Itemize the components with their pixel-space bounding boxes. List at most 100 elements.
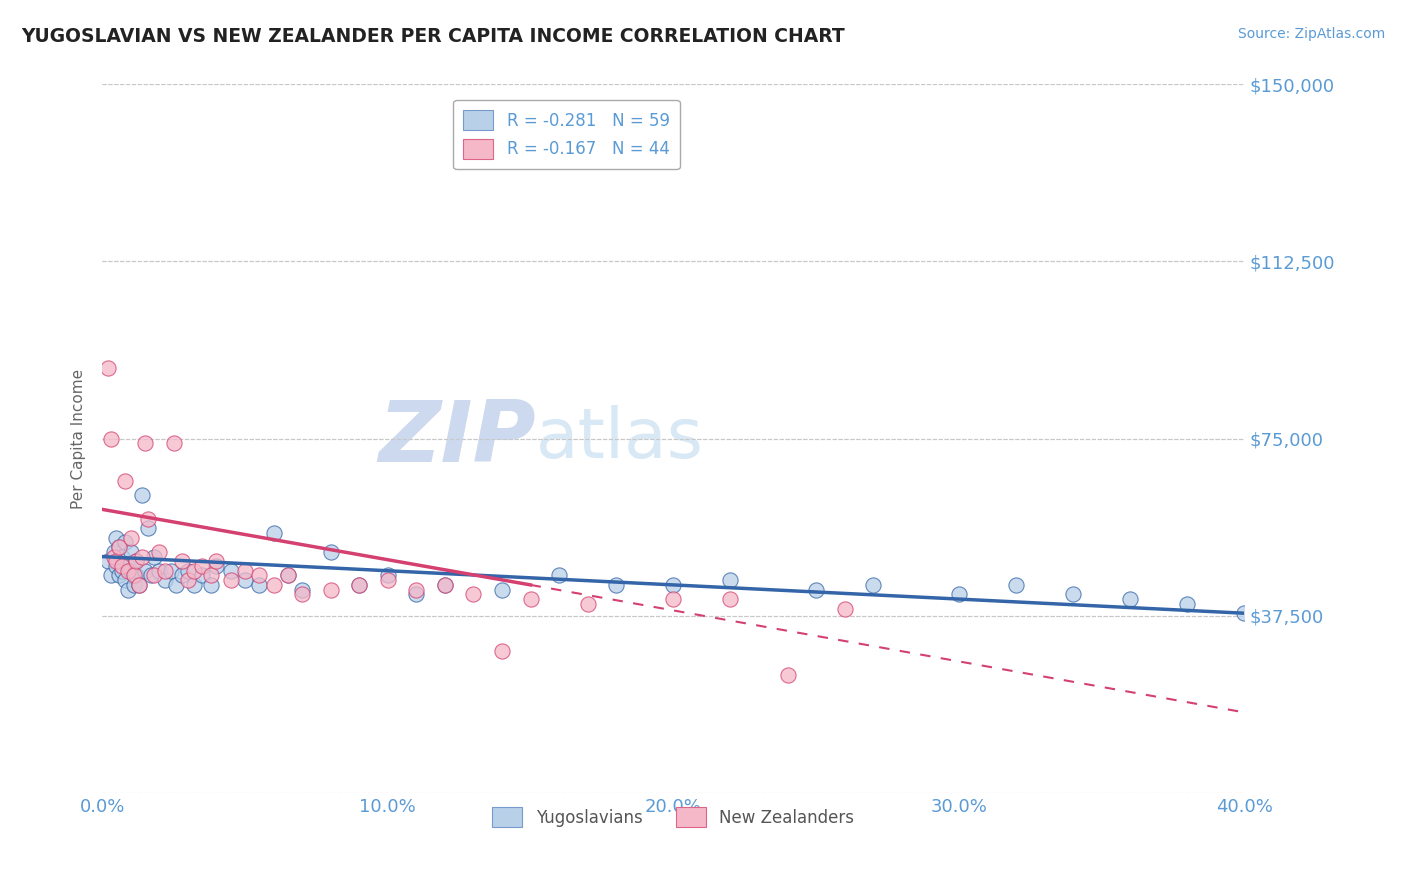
- Text: YUGOSLAVIAN VS NEW ZEALANDER PER CAPITA INCOME CORRELATION CHART: YUGOSLAVIAN VS NEW ZEALANDER PER CAPITA …: [21, 27, 845, 45]
- Point: [205, 559, 228, 574]
- Point: [433, 578, 456, 592]
- Point: [377, 568, 399, 582]
- Point: [718, 592, 741, 607]
- Point: [277, 568, 299, 582]
- Point: [948, 587, 970, 601]
- Point: [277, 568, 299, 582]
- Point: [114, 573, 136, 587]
- Point: [97, 554, 120, 568]
- Legend: Yugoslavians, New Zealanders: Yugoslavians, New Zealanders: [485, 800, 860, 834]
- Point: [834, 601, 856, 615]
- Point: [148, 545, 170, 559]
- Point: [117, 582, 139, 597]
- Point: [122, 568, 145, 582]
- Point: [433, 578, 456, 592]
- Point: [804, 582, 827, 597]
- Point: [114, 474, 136, 488]
- Point: [114, 535, 136, 549]
- Point: [233, 573, 256, 587]
- Point: [177, 564, 200, 578]
- Point: [377, 573, 399, 587]
- Point: [233, 564, 256, 578]
- Point: [776, 667, 799, 681]
- Point: [139, 568, 162, 582]
- Point: [205, 554, 228, 568]
- Point: [519, 592, 541, 607]
- Point: [347, 578, 370, 592]
- Point: [605, 578, 627, 592]
- Point: [347, 578, 370, 592]
- Point: [117, 564, 139, 578]
- Point: [134, 564, 156, 578]
- Point: [153, 564, 176, 578]
- Point: [405, 582, 427, 597]
- Point: [463, 587, 485, 601]
- Point: [134, 436, 156, 450]
- Point: [125, 554, 148, 568]
- Point: [183, 564, 205, 578]
- Point: [131, 488, 153, 502]
- Point: [97, 360, 120, 375]
- Point: [108, 540, 131, 554]
- Point: [662, 578, 685, 592]
- Point: [1005, 578, 1028, 592]
- Text: atlas: atlas: [536, 405, 704, 472]
- Point: [117, 559, 139, 574]
- Point: [105, 531, 128, 545]
- Text: Source: ZipAtlas.com: Source: ZipAtlas.com: [1237, 27, 1385, 41]
- Point: [247, 568, 270, 582]
- Point: [1175, 597, 1198, 611]
- Point: [136, 521, 159, 535]
- Point: [718, 573, 741, 587]
- Point: [159, 564, 181, 578]
- Point: [105, 554, 128, 568]
- Point: [120, 564, 142, 578]
- Point: [1119, 592, 1142, 607]
- Point: [125, 568, 148, 582]
- Point: [120, 545, 142, 559]
- Point: [108, 540, 131, 554]
- Point: [219, 573, 242, 587]
- Point: [100, 432, 122, 446]
- Point: [111, 549, 134, 564]
- Point: [291, 582, 314, 597]
- Point: [111, 559, 134, 574]
- Point: [103, 545, 125, 559]
- Point: [136, 512, 159, 526]
- Point: [100, 568, 122, 582]
- Point: [111, 564, 134, 578]
- Point: [862, 578, 884, 592]
- Point: [219, 564, 242, 578]
- Point: [263, 526, 285, 541]
- Point: [319, 545, 342, 559]
- Point: [183, 578, 205, 592]
- Y-axis label: Per Capita Income: Per Capita Income: [72, 368, 86, 508]
- Point: [142, 549, 165, 564]
- Point: [1233, 606, 1256, 620]
- Point: [177, 573, 200, 587]
- Point: [191, 568, 214, 582]
- Point: [131, 549, 153, 564]
- Point: [122, 568, 145, 582]
- Point: [172, 568, 194, 582]
- Point: [128, 578, 150, 592]
- Point: [1062, 587, 1084, 601]
- Point: [125, 554, 148, 568]
- Point: [120, 531, 142, 545]
- Point: [122, 578, 145, 592]
- Text: ZIP: ZIP: [378, 397, 536, 480]
- Point: [263, 578, 285, 592]
- Point: [291, 587, 314, 601]
- Point: [200, 578, 222, 592]
- Point: [247, 578, 270, 592]
- Point: [105, 559, 128, 574]
- Point: [166, 578, 188, 592]
- Point: [200, 568, 222, 582]
- Point: [172, 554, 194, 568]
- Point: [128, 578, 150, 592]
- Point: [662, 592, 685, 607]
- Point: [142, 568, 165, 582]
- Point: [103, 549, 125, 564]
- Point: [405, 587, 427, 601]
- Point: [576, 597, 599, 611]
